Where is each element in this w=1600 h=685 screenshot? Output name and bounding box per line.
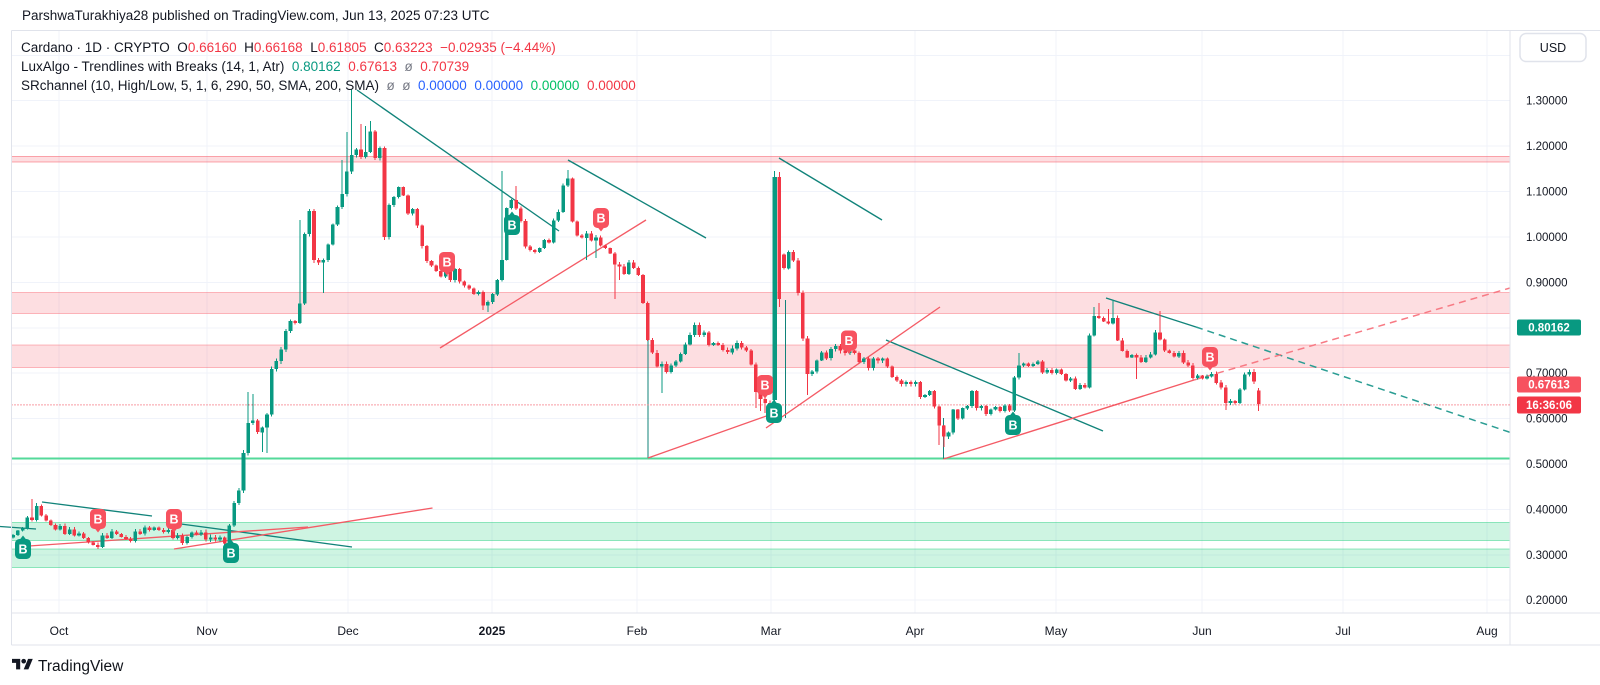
svg-text:USD: USD	[1540, 41, 1566, 55]
svg-text:Jun: Jun	[1192, 624, 1211, 638]
svg-text:B: B	[226, 547, 235, 561]
svg-text:0.20000: 0.20000	[1526, 595, 1568, 607]
svg-text:1.00000: 1.00000	[1526, 232, 1568, 244]
svg-text:1.10000: 1.10000	[1526, 187, 1568, 199]
svg-text:Apr: Apr	[906, 624, 925, 638]
svg-text:B: B	[507, 219, 516, 233]
svg-text:16:36:06: 16:36:06	[1526, 400, 1572, 412]
svg-text:0.60000: 0.60000	[1526, 414, 1568, 426]
svg-text:Dec: Dec	[337, 624, 358, 638]
svg-text:Aug: Aug	[1476, 624, 1497, 638]
svg-text:B: B	[1205, 351, 1214, 365]
svg-text:Oct: Oct	[50, 624, 69, 638]
svg-text:B: B	[596, 212, 605, 226]
svg-text:Mar: Mar	[761, 624, 782, 638]
svg-text:2025: 2025	[479, 624, 506, 638]
svg-text:0.90000: 0.90000	[1526, 277, 1568, 289]
svg-text:B: B	[844, 334, 853, 348]
svg-text:0.30000: 0.30000	[1526, 550, 1568, 562]
svg-text:1.30000: 1.30000	[1526, 96, 1568, 108]
svg-text:B: B	[442, 256, 451, 270]
svg-text:May: May	[1045, 624, 1068, 638]
svg-text:Nov: Nov	[196, 624, 217, 638]
svg-text:B: B	[769, 407, 778, 421]
svg-text:0.40000: 0.40000	[1526, 504, 1568, 516]
svg-text:0.50000: 0.50000	[1526, 459, 1568, 471]
svg-text:Feb: Feb	[627, 624, 648, 638]
svg-text:B: B	[18, 543, 27, 557]
svg-text:Jul: Jul	[1335, 624, 1350, 638]
svg-text:TradingView: TradingView	[38, 658, 124, 675]
svg-text:B: B	[760, 379, 769, 393]
svg-text:0.80162: 0.80162	[1528, 323, 1570, 335]
svg-text:B: B	[93, 513, 102, 527]
svg-text:1.20000: 1.20000	[1526, 141, 1568, 153]
svg-text:B: B	[1008, 419, 1017, 433]
svg-text:B: B	[169, 513, 178, 527]
svg-text:0.67613: 0.67613	[1528, 380, 1570, 392]
